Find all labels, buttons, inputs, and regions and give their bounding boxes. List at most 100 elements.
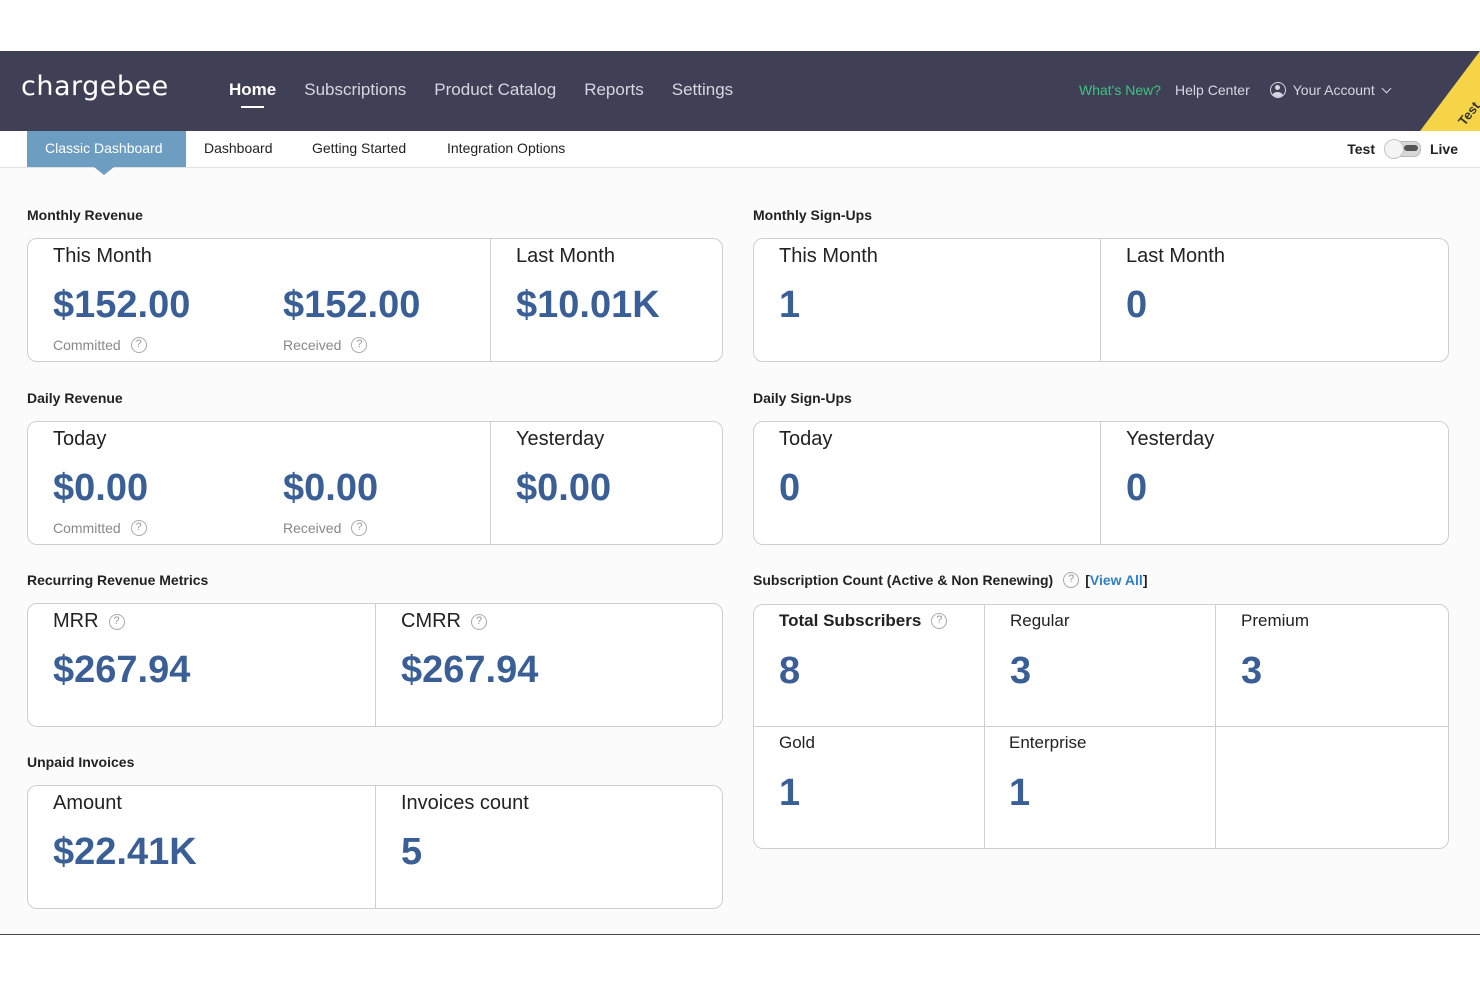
subscription-count-card: Total Subscribers ? 8 Regular 3 Premium … (753, 604, 1449, 849)
monthly-signups-card: This Month 1 Last Month 0 (753, 238, 1449, 362)
cmrr-cell: CMRR ? $267.94 (375, 604, 722, 726)
signups-yesterday: Yesterday 0 (1100, 422, 1448, 544)
toggle-track (1403, 145, 1418, 151)
monthly-revenue-card: This Month $152.00 Committed ? $152.00 R… (27, 238, 723, 362)
help-icon[interactable]: ? (351, 520, 368, 536)
daily-revenue-card: Today $0.00 Committed ? $0.00 Received ?… (27, 421, 723, 545)
help-icon[interactable]: ? (130, 337, 147, 353)
help-icon[interactable]: ? (108, 613, 125, 630)
committed-value: $152.00 (53, 284, 191, 326)
unpaid-amount-cell: Amount $22.41K (28, 786, 376, 908)
signups-last-month-value: 0 (1126, 284, 1148, 326)
nav-settings[interactable]: Settings (671, 80, 734, 99)
nav-subscriptions[interactable]: Subscriptions (304, 80, 407, 99)
help-icon[interactable]: ? (130, 520, 147, 536)
whats-new-link[interactable]: What's New? (1079, 82, 1162, 98)
help-center-link[interactable]: Help Center (1175, 82, 1250, 98)
tab-classic-dashboard[interactable]: Classic Dashboard (27, 131, 186, 175)
amount-value: $22.41K (53, 831, 197, 873)
daily-revenue-yesterday: Yesterday $0.00 (490, 422, 722, 544)
daily-received-value: $0.00 (283, 467, 379, 509)
amount-label: Amount (53, 792, 122, 814)
signups-this-month: This Month 1 (754, 239, 1101, 361)
daily-committed-value: $0.00 (53, 467, 149, 509)
received-value: $152.00 (283, 284, 421, 326)
regular-value: 3 (1010, 650, 1032, 692)
unpaid-invoices-card: Amount $22.41K Invoices count 5 (27, 785, 723, 909)
regular-label: Regular (1010, 611, 1070, 630)
mode-live-label: Live (1429, 141, 1458, 157)
toggle-knob[interactable] (1383, 139, 1404, 159)
signups-today-value: 0 (779, 467, 801, 509)
invoices-count-cell: Invoices count 5 (375, 786, 722, 908)
daily-signups-card: Today 0 Yesterday 0 (753, 421, 1449, 545)
committed-label-wrap: Committed ? (53, 337, 147, 353)
gold-cell: Gold 1 (754, 727, 985, 848)
today-label: Today (53, 428, 107, 450)
received-label-wrap: Received ? (283, 337, 368, 353)
mode-test-label: Test (1347, 141, 1375, 157)
help-icon[interactable]: ? (1063, 572, 1080, 588)
unpaid-invoices-title: Unpaid Invoices (27, 754, 135, 770)
help-icon[interactable]: ? (351, 337, 368, 353)
total-subscribers-cell: Total Subscribers ? 8 (754, 605, 985, 727)
monthly-revenue-last-month: Last Month $10.01K (490, 239, 722, 361)
last-month-label: Last Month (516, 245, 615, 267)
test-mode-ribbon (1420, 51, 1480, 131)
view-all-link[interactable]: View All (1089, 572, 1143, 588)
daily-received-label-wrap: Received ? (283, 520, 368, 536)
this-month-label: This Month (53, 245, 152, 267)
signups-yesterday-label: Yesterday (1126, 428, 1215, 450)
account-label: Your Account (1292, 82, 1375, 98)
tab-integration-options[interactable]: Integration Options (447, 140, 566, 156)
help-icon[interactable]: ? (471, 613, 487, 630)
chargebee-logo[interactable]: chargebee (21, 71, 169, 102)
invoices-count-value: 5 (401, 831, 423, 873)
signups-last-month-label: Last Month (1126, 245, 1225, 267)
recurring-revenue-card: MRR ? $267.94 CMRR ? $267.94 (27, 603, 723, 727)
mrr-label: MRR (53, 610, 99, 632)
subscription-count-title-wrap: Subscription Count (Active & Non Renewin… (753, 572, 1148, 588)
daily-revenue-today: Today $0.00 Committed ? $0.00 Received ? (28, 422, 491, 544)
premium-value: 3 (1241, 650, 1263, 692)
signups-today-label: Today (779, 428, 833, 450)
user-icon (1269, 82, 1286, 98)
subscription-count-title: Subscription Count (Active & Non Renewin… (753, 572, 1054, 588)
tab-getting-started[interactable]: Getting Started (312, 140, 407, 156)
account-menu[interactable]: Your Account (1269, 82, 1392, 98)
right-nav: What's New? Help Center Your Account (1079, 82, 1392, 98)
view-all-bracket-close: ] (1142, 572, 1148, 588)
view-all-bracket-open: [ (1085, 572, 1090, 588)
mode-switch: Test Live (1347, 139, 1458, 159)
signups-this-month-label: This Month (779, 245, 878, 267)
received-label: Received (283, 337, 342, 353)
mrr-value: $267.94 (53, 649, 191, 691)
last-month-value: $10.01K (516, 284, 660, 326)
help-icon[interactable]: ? (931, 613, 948, 629)
nav-product-catalog[interactable]: Product Catalog (434, 80, 557, 99)
total-subscribers-label-wrap: Total Subscribers ? (779, 611, 948, 631)
top-navbar: chargebee Home Subscriptions Product Cat… (0, 51, 1480, 131)
app-frame: chargebee Home Subscriptions Product Cat… (0, 51, 1480, 934)
chevron-down-icon (1381, 83, 1392, 93)
enterprise-cell: Enterprise 1 (984, 727, 1216, 848)
daily-committed-label-wrap: Committed ? (53, 520, 147, 536)
test-live-toggle[interactable] (1383, 139, 1421, 159)
regular-cell: Regular 3 (984, 605, 1216, 848)
signups-yesterday-value: 0 (1126, 467, 1148, 509)
premium-cell: Premium 3 (1215, 605, 1448, 848)
recurring-revenue-title: Recurring Revenue Metrics (27, 572, 209, 588)
mrr-label-wrap: MRR ? (53, 610, 125, 633)
nav-reports[interactable]: Reports (584, 80, 644, 99)
monthly-revenue-this-month: This Month $152.00 Committed ? $152.00 R… (28, 239, 491, 361)
monthly-revenue-title: Monthly Revenue (27, 207, 143, 223)
nav-home[interactable]: Home (229, 80, 277, 108)
daily-committed-label: Committed (53, 520, 121, 536)
daily-revenue-title: Daily Revenue (27, 390, 123, 406)
signups-this-month-value: 1 (779, 284, 801, 326)
premium-label: Premium (1241, 611, 1310, 630)
tab-dashboard[interactable]: Dashboard (204, 140, 273, 156)
grid-divider (754, 726, 1448, 727)
cmrr-label-wrap: CMRR ? (401, 610, 487, 633)
daily-received-label: Received (283, 520, 342, 536)
